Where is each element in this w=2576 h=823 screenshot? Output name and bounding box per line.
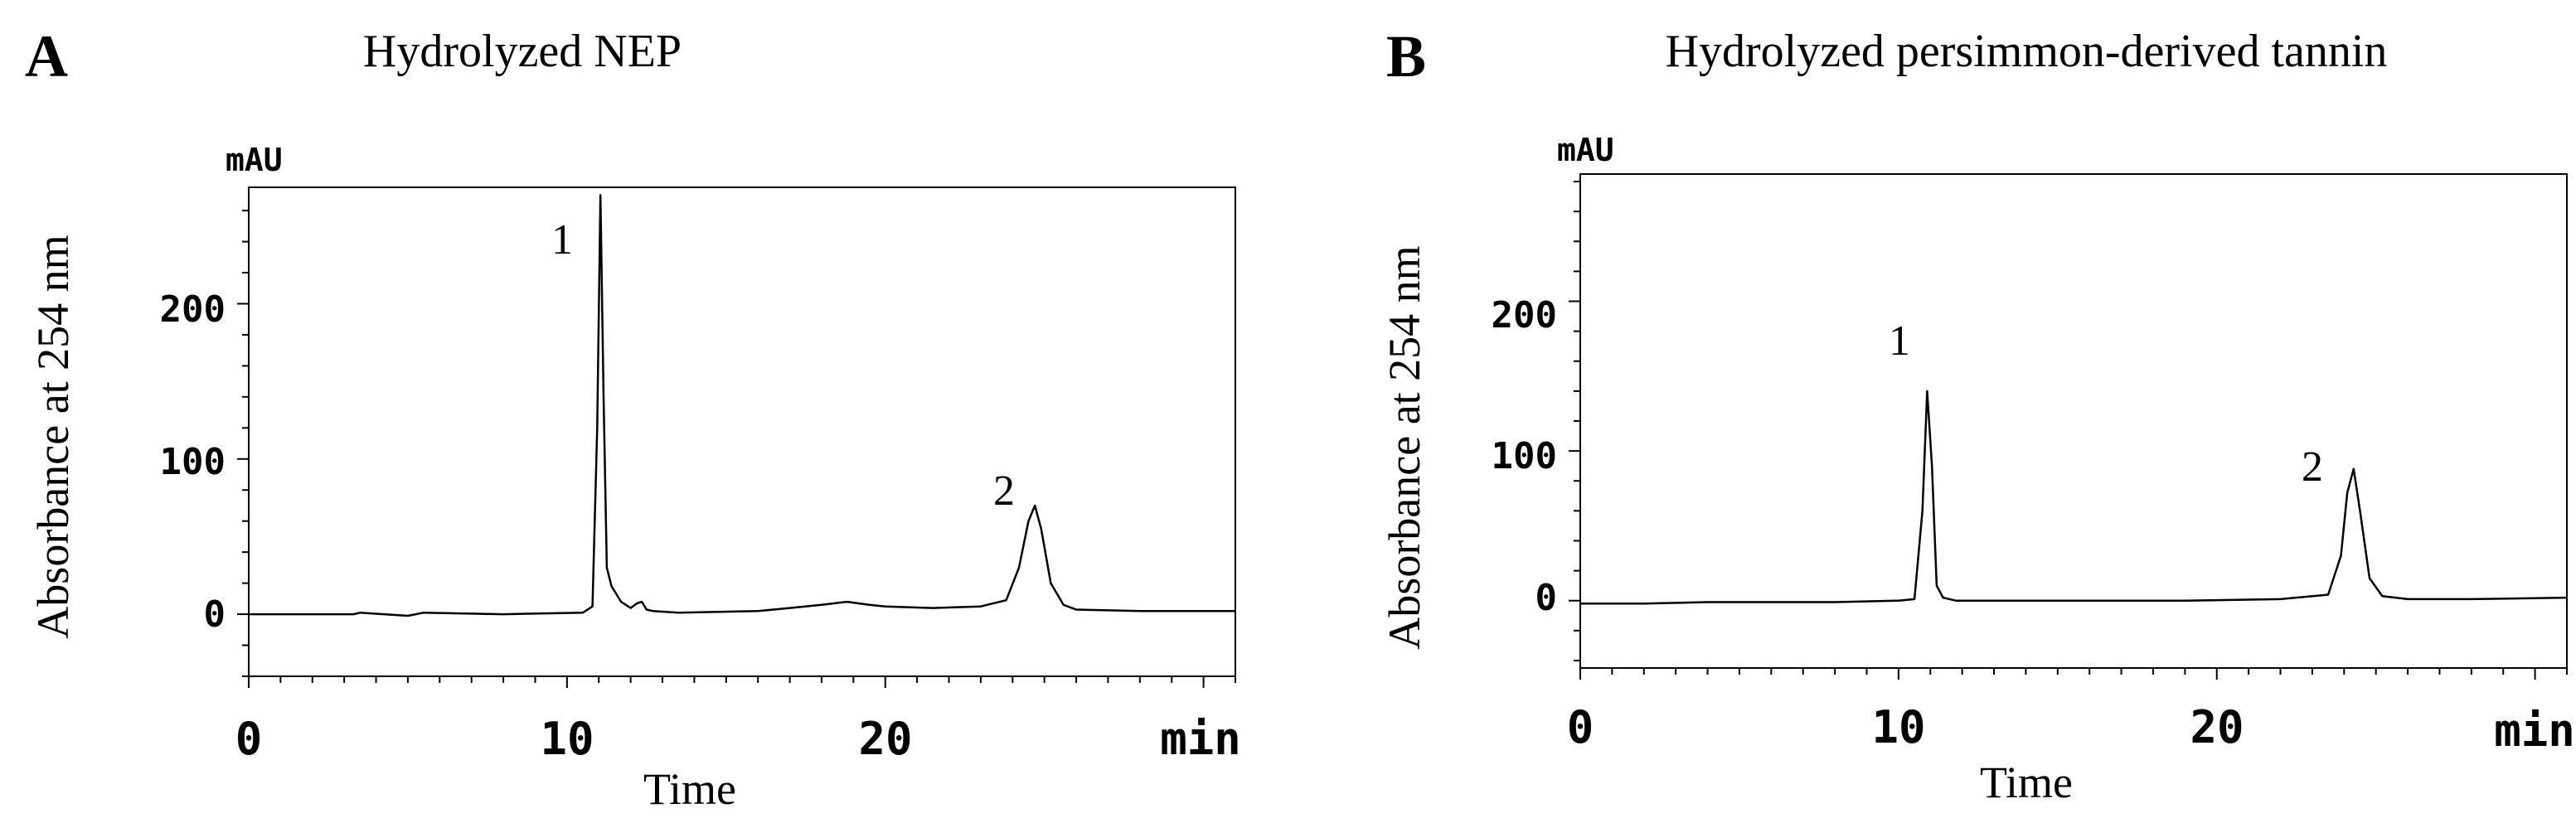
panel-a-x-tick-0: 0 — [235, 713, 263, 765]
panel-b-y-unit: mAU — [1557, 132, 1614, 168]
panel-a-y-unit: mAU — [226, 142, 283, 178]
panel-a-y-tick-200: 200 — [160, 288, 226, 331]
panel-b-chromatogram-trace — [1580, 390, 2568, 605]
panel-b-title: Hydrolyzed persimmon-derived tannin — [1666, 26, 2388, 77]
panel-a-x-tick-20: 20 — [858, 713, 912, 765]
panel-b-x-tick-0: 0 — [1567, 701, 1594, 753]
panel-a-x-unit: min — [1160, 713, 1241, 765]
panel-b-x-axis-label: Time — [1980, 758, 2073, 807]
panel-b-x-tick-20: 20 — [2190, 701, 2244, 753]
panel-a-chromatogram-trace — [249, 194, 1235, 617]
panel-b-x-tick-10: 10 — [1871, 701, 1925, 753]
panel-a-peak-2-label: 2 — [993, 467, 1015, 515]
panel-b-y-axis-label: Absorbance at 254 nm — [1380, 245, 1429, 649]
panel-a-peak-1-label: 1 — [551, 216, 573, 264]
panel-b: B Hydrolyzed persimmon-derived tannin mA… — [1380, 23, 2575, 807]
panel-a-ticks — [237, 210, 1236, 688]
panel-a-title: Hydrolyzed NEP — [363, 26, 682, 77]
panel-b-peak-2-label: 2 — [2302, 443, 2323, 491]
panel-b-peak-1-label: 1 — [1889, 317, 1910, 365]
panel-a-y-tick-0: 0 — [204, 593, 226, 636]
panel-a-plot-frame — [248, 186, 1236, 677]
panel-a-x-tick-10: 10 — [540, 713, 594, 765]
panel-b-y-tick-200: 200 — [1492, 294, 1557, 336]
panel-b-x-unit: min — [2494, 704, 2575, 757]
panel-a: A Hydrolyzed NEP mAU Absorbance at 254 n… — [25, 23, 1241, 814]
panel-a-x-axis-label: Time — [643, 764, 736, 814]
panel-b-y-tick-100: 100 — [1492, 435, 1557, 477]
panel-a-y-tick-100: 100 — [160, 441, 226, 483]
panel-a-y-axis-label: Absorbance at 254 nm — [28, 235, 78, 638]
panel-b-plot-frame — [1579, 173, 2568, 669]
panel-b-y-tick-0: 0 — [1535, 577, 1558, 619]
panel-b-letter: B — [1386, 23, 1426, 90]
panel-b-ticks — [1569, 181, 2568, 680]
panel-a-letter: A — [25, 23, 68, 90]
